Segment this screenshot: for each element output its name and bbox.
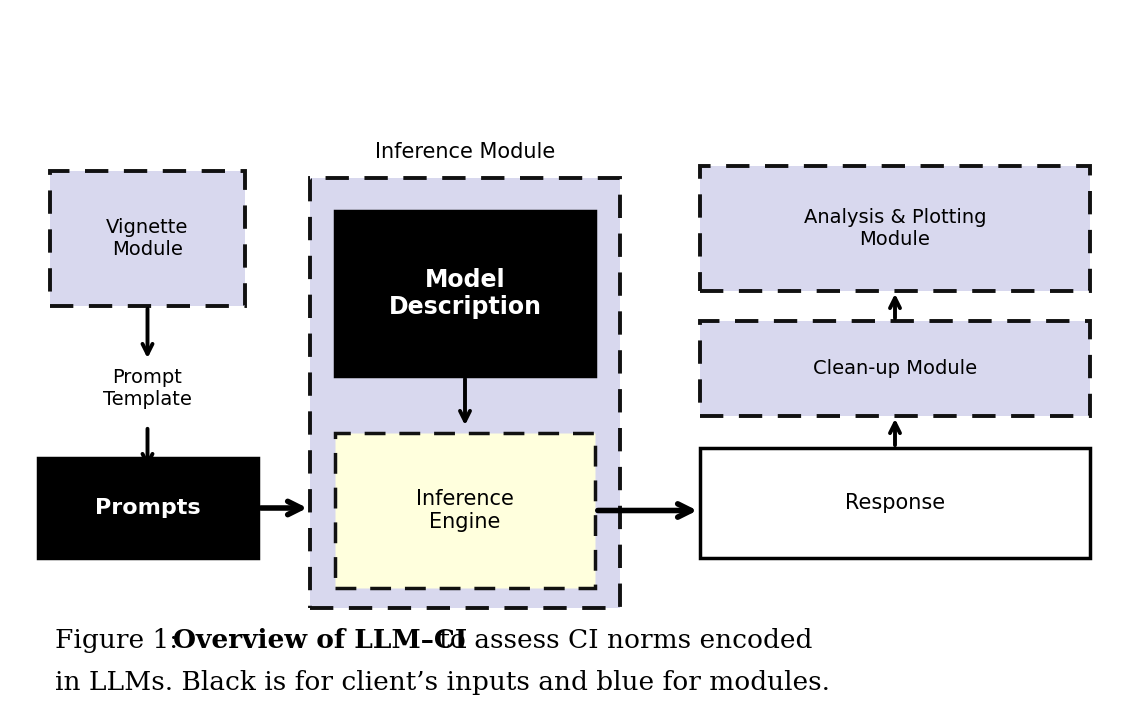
Text: Overview of LLM–CI: Overview of LLM–CI (173, 628, 468, 653)
Text: Figure 1:: Figure 1: (55, 628, 187, 653)
Bar (335, 211, 595, 376)
Text: to assess CI norms encoded: to assess CI norms encoded (431, 628, 813, 653)
Bar (335, 433, 595, 588)
Text: Response: Response (845, 493, 945, 513)
Text: Vignette
Module: Vignette Module (107, 218, 189, 259)
Bar (38, 458, 258, 558)
Bar (700, 166, 1090, 291)
Text: Clean-up Module: Clean-up Module (813, 359, 978, 378)
Text: Inference
Engine: Inference Engine (416, 489, 513, 532)
Text: Inference Module: Inference Module (375, 142, 555, 162)
Bar (50, 171, 245, 306)
Text: Model
Description: Model Description (388, 268, 542, 319)
Text: in LLMs. Black is for client’s inputs and blue for modules.: in LLMs. Black is for client’s inputs an… (55, 670, 830, 695)
Bar (700, 448, 1090, 558)
Text: Analysis & Plotting
Module: Analysis & Plotting Module (803, 208, 987, 249)
Text: Prompts: Prompts (95, 498, 201, 518)
Bar (311, 178, 620, 608)
Bar (700, 321, 1090, 416)
Text: Prompt
Template: Prompt Template (103, 368, 191, 409)
